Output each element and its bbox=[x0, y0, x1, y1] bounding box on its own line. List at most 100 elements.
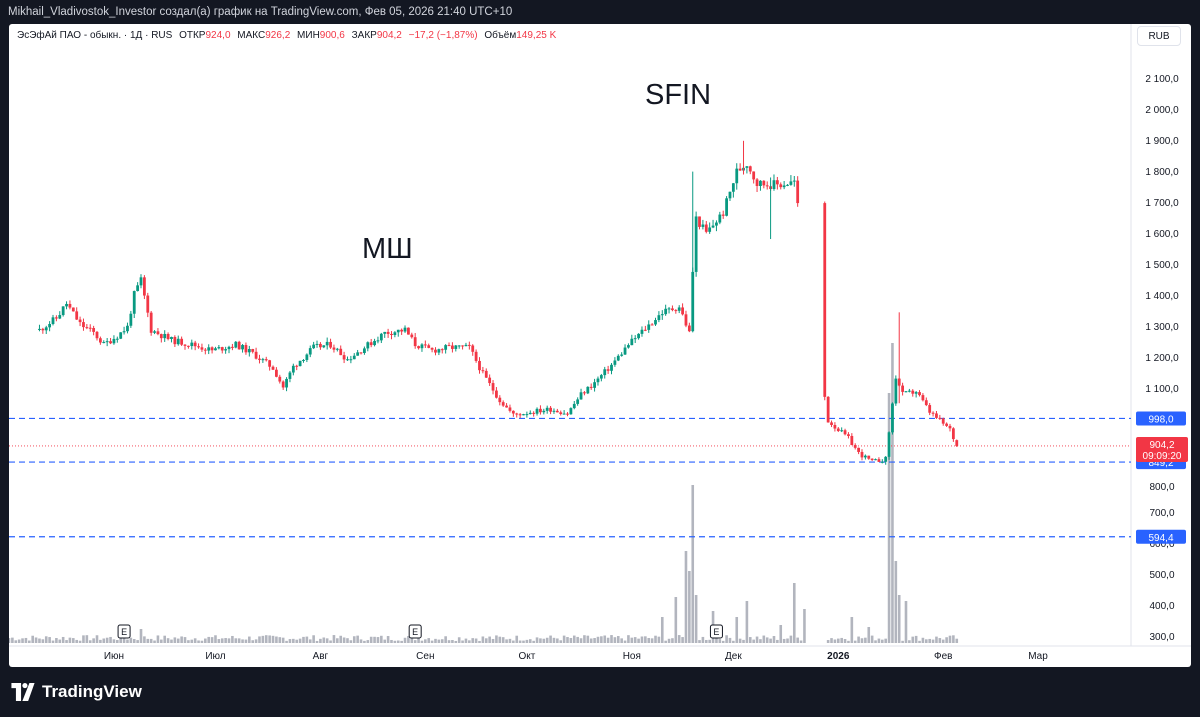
candle-body[interactable] bbox=[112, 338, 116, 344]
candle-body[interactable] bbox=[691, 271, 695, 332]
candle-body[interactable] bbox=[423, 344, 427, 346]
candle-body[interactable] bbox=[616, 355, 620, 361]
candle-body[interactable] bbox=[606, 369, 610, 371]
candle-body[interactable] bbox=[339, 348, 343, 356]
candle-body[interactable] bbox=[528, 412, 532, 415]
candle-body[interactable] bbox=[836, 428, 840, 431]
candle-body[interactable] bbox=[315, 343, 319, 345]
candle-body[interactable] bbox=[687, 325, 691, 332]
candle-body[interactable] bbox=[156, 331, 160, 335]
candle-body[interactable] bbox=[847, 434, 850, 436]
candle-body[interactable] bbox=[68, 303, 72, 308]
candle-body[interactable] bbox=[264, 359, 268, 361]
candle-body[interactable] bbox=[884, 456, 888, 462]
candle-body[interactable] bbox=[938, 417, 942, 419]
candle-body[interactable] bbox=[440, 349, 444, 351]
candle-body[interactable] bbox=[640, 329, 644, 334]
candle-body[interactable] bbox=[332, 347, 336, 350]
candle-body[interactable] bbox=[539, 408, 542, 413]
candle-body[interactable] bbox=[775, 180, 779, 185]
candle-body[interactable] bbox=[467, 344, 471, 346]
candle-body[interactable] bbox=[82, 322, 85, 328]
candle-body[interactable] bbox=[755, 179, 759, 187]
candle-body[interactable] bbox=[664, 308, 668, 315]
candle-body[interactable] bbox=[214, 348, 217, 351]
candle-body[interactable] bbox=[583, 392, 586, 394]
candle-body[interactable] bbox=[417, 346, 420, 349]
candle-body[interactable] bbox=[390, 333, 393, 335]
candle-body[interactable] bbox=[427, 345, 431, 348]
candle-body[interactable] bbox=[620, 354, 624, 356]
candle-body[interactable] bbox=[894, 378, 898, 404]
candle-body[interactable] bbox=[244, 345, 248, 353]
candle-body[interactable] bbox=[302, 359, 305, 361]
candle-body[interactable] bbox=[474, 351, 478, 361]
candle-body[interactable] bbox=[369, 342, 373, 346]
candle-body[interactable] bbox=[115, 338, 119, 340]
candle-body[interactable] bbox=[95, 331, 99, 339]
candle-body[interactable] bbox=[291, 365, 295, 373]
candle-body[interactable] bbox=[914, 392, 918, 394]
candle-body[interactable] bbox=[928, 405, 932, 413]
candle-body[interactable] bbox=[880, 461, 884, 463]
candle-body[interactable] bbox=[535, 408, 539, 414]
candle-body[interactable] bbox=[295, 365, 299, 367]
candle-body[interactable] bbox=[918, 392, 921, 396]
candle-body[interactable] bbox=[650, 324, 654, 326]
candle-body[interactable] bbox=[298, 360, 302, 367]
candle-body[interactable] bbox=[224, 349, 228, 351]
candle-body[interactable] bbox=[461, 345, 464, 347]
candle-body[interactable] bbox=[193, 342, 197, 347]
candle-body[interactable] bbox=[305, 354, 309, 360]
candle-body[interactable] bbox=[643, 329, 647, 331]
candle-body[interactable] bbox=[376, 340, 380, 342]
candle-body[interactable] bbox=[907, 390, 911, 392]
candle-body[interactable] bbox=[921, 395, 925, 401]
candle-body[interactable] bbox=[667, 308, 671, 310]
candle-body[interactable] bbox=[200, 347, 204, 350]
candle-body[interactable] bbox=[660, 314, 664, 316]
candle-body[interactable] bbox=[61, 306, 65, 316]
candle-body[interactable] bbox=[386, 331, 390, 334]
candle-body[interactable] bbox=[383, 331, 387, 334]
candle-body[interactable] bbox=[281, 381, 285, 388]
candle-body[interactable] bbox=[552, 410, 556, 412]
candle-body[interactable] bbox=[65, 303, 68, 307]
candle-body[interactable] bbox=[159, 334, 163, 339]
candle-body[interactable] bbox=[126, 325, 129, 332]
candle-body[interactable] bbox=[464, 344, 468, 347]
price-chart[interactable]: 2 100,0 2 000,0 1 900,0 1 800,0 1 700,0 1 600… bbox=[9, 24, 1191, 667]
candle-body[interactable] bbox=[447, 345, 451, 347]
candle-body[interactable] bbox=[562, 413, 566, 415]
candle-body[interactable] bbox=[853, 445, 857, 448]
candle-body[interactable] bbox=[522, 414, 525, 416]
candle-body[interactable] bbox=[731, 183, 735, 192]
candle-body[interactable] bbox=[833, 424, 837, 429]
candle-body[interactable] bbox=[325, 341, 329, 346]
tradingview-logo[interactable]: TradingView bbox=[10, 681, 142, 703]
candle-body[interactable] bbox=[826, 396, 830, 423]
candle-body[interactable] bbox=[681, 307, 684, 315]
candle-body[interactable] bbox=[911, 390, 915, 394]
candle-body[interactable] bbox=[186, 345, 190, 347]
candle-body[interactable] bbox=[721, 214, 725, 216]
candle-body[interactable] bbox=[718, 214, 722, 223]
candle-body[interactable] bbox=[109, 341, 112, 344]
candle-body[interactable] bbox=[400, 329, 404, 332]
candle-body[interactable] bbox=[924, 400, 928, 406]
candle-body[interactable] bbox=[163, 333, 167, 339]
candle-body[interactable] bbox=[704, 224, 708, 232]
candle-body[interactable] bbox=[951, 428, 955, 440]
candle-body[interactable] bbox=[555, 410, 559, 413]
candle-body[interactable] bbox=[623, 347, 627, 355]
candle-body[interactable] bbox=[430, 347, 434, 350]
candle-body[interactable] bbox=[792, 180, 796, 182]
candle-body[interactable] bbox=[285, 378, 288, 388]
candle-body[interactable] bbox=[254, 351, 258, 359]
candle-body[interactable] bbox=[478, 360, 481, 371]
candle-body[interactable] bbox=[129, 313, 133, 326]
candle-body[interactable] bbox=[748, 166, 752, 172]
candle-body[interactable] bbox=[708, 227, 712, 232]
candle-body[interactable] bbox=[599, 375, 603, 379]
candle-body[interactable] bbox=[342, 355, 346, 360]
